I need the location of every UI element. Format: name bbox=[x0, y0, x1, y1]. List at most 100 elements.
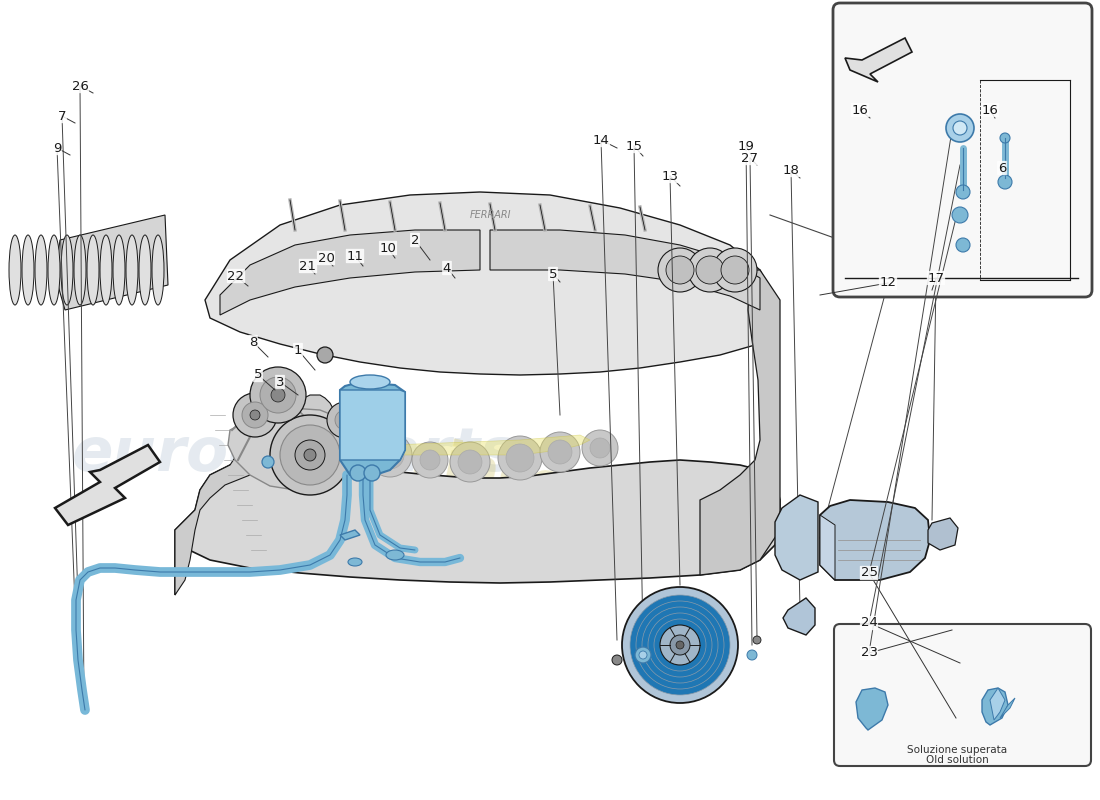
Circle shape bbox=[590, 438, 610, 458]
Polygon shape bbox=[175, 460, 780, 595]
Text: 16: 16 bbox=[851, 103, 868, 117]
Polygon shape bbox=[205, 192, 775, 375]
Circle shape bbox=[621, 587, 738, 703]
Polygon shape bbox=[990, 688, 1005, 720]
Circle shape bbox=[1000, 133, 1010, 143]
Circle shape bbox=[639, 651, 647, 659]
Ellipse shape bbox=[48, 235, 60, 305]
Circle shape bbox=[688, 248, 732, 292]
Polygon shape bbox=[370, 435, 590, 455]
Circle shape bbox=[666, 256, 694, 284]
Text: 13: 13 bbox=[661, 170, 679, 182]
Circle shape bbox=[412, 442, 448, 478]
Text: 5: 5 bbox=[254, 369, 262, 382]
Circle shape bbox=[952, 207, 968, 223]
Ellipse shape bbox=[100, 235, 112, 305]
Circle shape bbox=[270, 415, 350, 495]
Ellipse shape bbox=[348, 558, 362, 566]
Circle shape bbox=[720, 256, 749, 284]
Text: 6: 6 bbox=[998, 162, 1006, 174]
Text: 17: 17 bbox=[927, 271, 945, 285]
Text: 12: 12 bbox=[880, 277, 896, 290]
Ellipse shape bbox=[35, 235, 47, 305]
Circle shape bbox=[670, 635, 690, 655]
Polygon shape bbox=[820, 515, 835, 580]
Ellipse shape bbox=[9, 235, 21, 305]
Polygon shape bbox=[55, 445, 160, 525]
Polygon shape bbox=[820, 500, 930, 580]
Circle shape bbox=[368, 433, 412, 477]
Text: 8: 8 bbox=[249, 335, 257, 349]
Polygon shape bbox=[845, 38, 912, 82]
Polygon shape bbox=[982, 688, 1008, 725]
Circle shape bbox=[364, 465, 380, 481]
Circle shape bbox=[260, 377, 296, 413]
Ellipse shape bbox=[350, 375, 390, 389]
Ellipse shape bbox=[60, 235, 73, 305]
Polygon shape bbox=[340, 530, 360, 540]
Circle shape bbox=[754, 636, 761, 644]
Ellipse shape bbox=[386, 550, 404, 560]
Text: 7: 7 bbox=[57, 110, 66, 122]
Text: 15: 15 bbox=[626, 139, 642, 153]
Circle shape bbox=[420, 450, 440, 470]
FancyBboxPatch shape bbox=[834, 624, 1091, 766]
Polygon shape bbox=[856, 688, 888, 730]
FancyBboxPatch shape bbox=[833, 3, 1092, 297]
Text: 9: 9 bbox=[53, 142, 62, 154]
Text: 27: 27 bbox=[741, 151, 759, 165]
Circle shape bbox=[713, 248, 757, 292]
Circle shape bbox=[956, 238, 970, 252]
Ellipse shape bbox=[74, 235, 86, 305]
Text: 19: 19 bbox=[738, 139, 755, 153]
Polygon shape bbox=[700, 270, 780, 575]
Circle shape bbox=[540, 432, 580, 472]
Circle shape bbox=[506, 444, 534, 472]
Circle shape bbox=[350, 465, 366, 481]
Text: FERRARI: FERRARI bbox=[470, 210, 510, 220]
Circle shape bbox=[336, 410, 355, 430]
Text: 1: 1 bbox=[294, 343, 302, 357]
Polygon shape bbox=[340, 390, 405, 460]
Circle shape bbox=[498, 436, 542, 480]
Text: 18: 18 bbox=[782, 163, 800, 177]
Circle shape bbox=[660, 625, 700, 665]
Text: 25: 25 bbox=[860, 566, 878, 579]
Circle shape bbox=[376, 441, 404, 469]
Polygon shape bbox=[55, 215, 168, 310]
Text: 23: 23 bbox=[860, 646, 878, 659]
Circle shape bbox=[271, 388, 285, 402]
Polygon shape bbox=[220, 230, 480, 315]
Text: 4: 4 bbox=[443, 262, 451, 274]
Circle shape bbox=[612, 655, 621, 665]
Ellipse shape bbox=[139, 235, 151, 305]
Text: 20: 20 bbox=[318, 251, 334, 265]
Circle shape bbox=[582, 430, 618, 466]
Polygon shape bbox=[783, 598, 815, 635]
Polygon shape bbox=[228, 408, 355, 490]
Circle shape bbox=[696, 256, 724, 284]
Circle shape bbox=[636, 601, 724, 689]
Text: 5: 5 bbox=[549, 267, 558, 281]
Circle shape bbox=[630, 595, 730, 695]
Circle shape bbox=[280, 425, 340, 485]
Ellipse shape bbox=[152, 235, 164, 305]
Text: Soluzione superata: Soluzione superata bbox=[906, 745, 1008, 755]
Text: Old solution: Old solution bbox=[925, 755, 989, 765]
Circle shape bbox=[327, 402, 363, 438]
Circle shape bbox=[317, 347, 333, 363]
Circle shape bbox=[946, 114, 974, 142]
Text: 16: 16 bbox=[981, 103, 999, 117]
Circle shape bbox=[648, 613, 712, 677]
Circle shape bbox=[242, 402, 268, 428]
Circle shape bbox=[450, 442, 490, 482]
Text: eurocarparts: eurocarparts bbox=[73, 426, 518, 485]
Circle shape bbox=[250, 367, 306, 423]
Circle shape bbox=[295, 440, 324, 470]
Polygon shape bbox=[1000, 698, 1015, 718]
Text: 10: 10 bbox=[379, 242, 396, 254]
Ellipse shape bbox=[87, 235, 99, 305]
Text: since 1985: since 1985 bbox=[408, 431, 732, 549]
Circle shape bbox=[654, 619, 706, 671]
Polygon shape bbox=[175, 395, 340, 595]
